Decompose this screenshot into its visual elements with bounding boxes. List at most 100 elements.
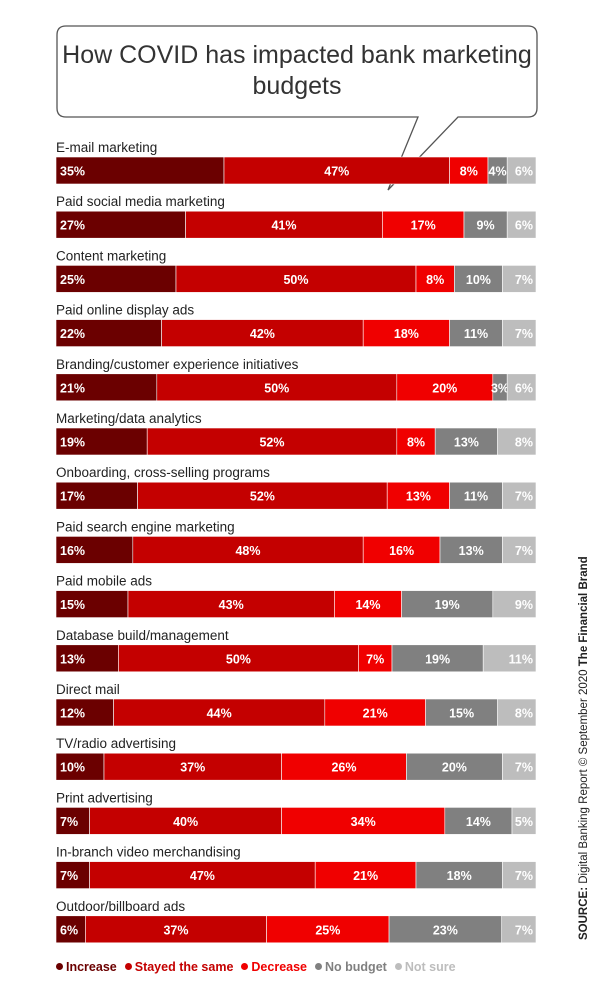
bar-segment-paid-search-engine-marketing-not-sure bbox=[502, 536, 537, 564]
bar-segment-direct-mail-stayed-the-same bbox=[113, 698, 326, 727]
data-label-direct-mail-decrease: 21% bbox=[363, 707, 388, 721]
bar-segment-database-build-management-no-budget bbox=[391, 644, 484, 673]
bar-segment-tv-radio-advertising-increase bbox=[55, 752, 105, 781]
data-label-direct-mail-not-sure: 8% bbox=[515, 707, 533, 721]
bar-segment-onboarding-cross-selling-programs-not-sure bbox=[502, 481, 537, 510]
legend-dot-increase bbox=[56, 963, 63, 970]
data-label-paid-search-engine-marketing-no-budget: 13% bbox=[459, 544, 484, 558]
data-label-onboarding-cross-selling-programs-not-sure: 7% bbox=[515, 490, 533, 504]
category-label-in-branch-video-merchandising: In-branch video merchandising bbox=[56, 845, 241, 860]
bar-segment-database-build-management-increase bbox=[55, 644, 119, 673]
category-label-paid-social-media-marketing: Paid social media marketing bbox=[56, 194, 225, 209]
data-label-database-build-management-decrease: 7% bbox=[366, 652, 384, 666]
bar-segment-paid-mobile-ads-not-sure bbox=[492, 590, 537, 618]
data-label-in-branch-video-merchandising-no-budget: 18% bbox=[447, 869, 472, 883]
legend-dot-stayed-the-same bbox=[124, 963, 132, 970]
data-label-marketing-data-analytics-increase: 19% bbox=[60, 436, 85, 450]
bar-segment-branding-customer-experience-initiatives-decrease bbox=[396, 373, 494, 402]
bar-segment-branding-customer-experience-initiatives-not-sure bbox=[506, 373, 537, 402]
bar-segment-paid-social-media-marketing-not-sure bbox=[506, 210, 537, 239]
data-label-database-build-management-not-sure: 11% bbox=[509, 652, 533, 666]
data-label-in-branch-video-merchandising-not-sure: 7% bbox=[515, 869, 533, 883]
data-label-e-mail-marketing-not-sure: 6% bbox=[515, 165, 533, 179]
category-label-direct-mail: Direct mail bbox=[56, 682, 120, 697]
data-label-content-marketing-not-sure: 7% bbox=[515, 273, 533, 287]
bar-segment-direct-mail-no-budget bbox=[425, 698, 498, 727]
data-label-paid-mobile-ads-decrease: 14% bbox=[355, 598, 380, 612]
data-label-branding-customer-experience-initiatives-decrease: 20% bbox=[432, 381, 457, 395]
bar-segment-paid-online-display-ads-no-budget bbox=[449, 319, 503, 347]
category-label-marketing-data-analytics: Marketing/data analytics bbox=[56, 411, 202, 426]
title-speech-bubble bbox=[56, 25, 538, 191]
bar-segment-marketing-data-analytics-no-budget bbox=[434, 427, 498, 456]
data-label-print-advertising-no-budget: 14% bbox=[466, 815, 491, 829]
data-label-paid-mobile-ads-stayed-the-same: 43% bbox=[219, 598, 244, 612]
data-label-branding-customer-experience-initiatives-stayed-the-same: 50% bbox=[264, 381, 289, 395]
data-label-tv-radio-advertising-no-budget: 20% bbox=[442, 761, 467, 775]
category-label-outdoor-billboard-ads: Outdoor/billboard ads bbox=[56, 899, 185, 914]
bar-segment-print-advertising-not-sure bbox=[511, 807, 537, 835]
data-label-paid-social-media-marketing-increase: 27% bbox=[60, 219, 85, 233]
bar-segment-outdoor-billboard-ads-increase bbox=[55, 915, 86, 944]
data-label-paid-social-media-marketing-no-budget: 9% bbox=[477, 219, 495, 233]
category-label-e-mail-marketing: E-mail marketing bbox=[56, 140, 157, 155]
bar-segment-content-marketing-stayed-the-same bbox=[175, 265, 417, 293]
data-label-in-branch-video-merchandising-increase: 7% bbox=[60, 869, 78, 883]
category-label-onboarding-cross-selling-programs: Onboarding, cross-selling programs bbox=[56, 465, 270, 480]
bar-segment-tv-radio-advertising-not-sure bbox=[502, 752, 537, 781]
legend-label-stayed-the-same: Stayed the same bbox=[134, 960, 234, 974]
data-label-paid-mobile-ads-not-sure: 9% bbox=[515, 598, 533, 612]
bar-segment-paid-online-display-ads-not-sure bbox=[502, 319, 537, 347]
data-label-outdoor-billboard-ads-increase: 6% bbox=[60, 923, 78, 937]
data-label-onboarding-cross-selling-programs-decrease: 13% bbox=[406, 490, 431, 504]
bar-segment-paid-search-engine-marketing-increase bbox=[55, 536, 134, 564]
bar-segment-content-marketing-no-budget bbox=[454, 265, 503, 293]
category-label-database-build-management: Database build/management bbox=[56, 628, 229, 643]
data-label-branding-customer-experience-initiatives-not-sure: 6% bbox=[515, 381, 533, 395]
data-label-print-advertising-decrease: 34% bbox=[351, 815, 376, 829]
bar-segment-direct-mail-decrease bbox=[324, 698, 426, 727]
bar-segment-paid-mobile-ads-decrease bbox=[334, 590, 402, 618]
data-label-marketing-data-analytics-stayed-the-same: 52% bbox=[259, 436, 284, 450]
source-brand: The Financial Brand bbox=[578, 556, 590, 667]
bar-segment-content-marketing-increase bbox=[55, 265, 177, 293]
category-label-tv-radio-advertising: TV/radio advertising bbox=[56, 736, 176, 751]
data-label-direct-mail-no-budget: 15% bbox=[449, 707, 474, 721]
bar-segment-print-advertising-decrease bbox=[281, 807, 446, 835]
data-label-marketing-data-analytics-not-sure: 8% bbox=[515, 436, 533, 450]
legend-label-not-sure: Not sure bbox=[404, 960, 456, 974]
bar-segment-paid-mobile-ads-no-budget bbox=[401, 590, 494, 618]
bar-segment-tv-radio-advertising-stayed-the-same bbox=[103, 752, 282, 781]
data-label-print-advertising-stayed-the-same: 40% bbox=[173, 815, 198, 829]
legend-item-increase: Increase bbox=[56, 960, 117, 974]
bar-segment-paid-search-engine-marketing-decrease bbox=[362, 536, 441, 564]
data-label-paid-search-engine-marketing-stayed-the-same: 48% bbox=[235, 544, 260, 558]
data-label-database-build-management-increase: 13% bbox=[60, 652, 85, 666]
bar-segment-outdoor-billboard-ads-stayed-the-same bbox=[85, 915, 267, 944]
data-label-content-marketing-increase: 25% bbox=[60, 273, 85, 287]
bar-segment-database-build-management-not-sure bbox=[482, 644, 537, 673]
data-label-paid-mobile-ads-no-budget: 19% bbox=[435, 598, 460, 612]
data-label-e-mail-marketing-stayed-the-same: 47% bbox=[324, 165, 349, 179]
data-label-outdoor-billboard-ads-not-sure: 7% bbox=[515, 923, 533, 937]
data-label-onboarding-cross-selling-programs-stayed-the-same: 52% bbox=[250, 490, 275, 504]
chart-title: How COVID has impacted bank marketing bu… bbox=[62, 41, 532, 100]
bar-segment-paid-online-display-ads-stayed-the-same bbox=[161, 319, 364, 347]
data-label-paid-online-display-ads-decrease: 18% bbox=[394, 327, 419, 341]
data-label-tv-radio-advertising-stayed-the-same: 37% bbox=[180, 761, 205, 775]
legend-label-no-budget: No budget bbox=[325, 960, 387, 974]
chart-legend: Increase Stayed the same Decrease No budget… bbox=[56, 960, 556, 980]
bar-segment-in-branch-video-merchandising-no-budget bbox=[415, 861, 503, 889]
data-label-tv-radio-advertising-decrease: 26% bbox=[331, 761, 356, 775]
bar-segment-in-branch-video-merchandising-increase bbox=[55, 861, 90, 889]
data-label-branding-customer-experience-initiatives-increase: 21% bbox=[60, 381, 85, 395]
data-label-content-marketing-no-budget: 10% bbox=[466, 273, 491, 287]
legend-dot-decrease bbox=[241, 963, 249, 970]
bar-segment-marketing-data-analytics-increase bbox=[55, 427, 148, 456]
bar-segment-e-mail-marketing-decrease bbox=[449, 156, 489, 185]
data-label-branding-customer-experience-initiatives-no-budget: 3% bbox=[491, 381, 509, 395]
legend-item-no-budget: No budget bbox=[315, 960, 387, 974]
legend-dot-not-sure bbox=[394, 963, 402, 970]
category-label-branding-customer-experience-initiatives: Branding/customer experience initiatives bbox=[56, 357, 299, 372]
data-label-paid-mobile-ads-increase: 15% bbox=[60, 598, 85, 612]
